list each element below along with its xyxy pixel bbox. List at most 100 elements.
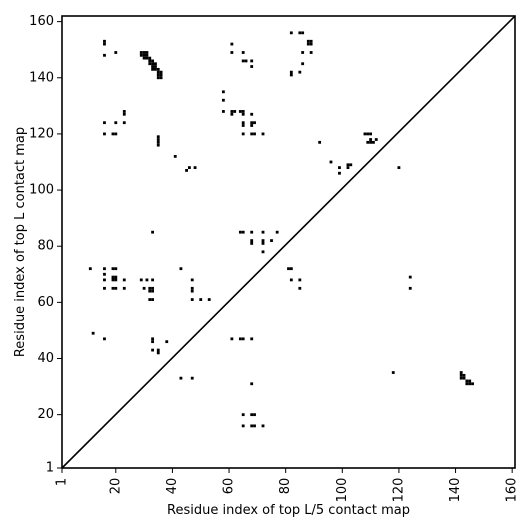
contact-cell [369,138,373,141]
contact-cell [103,39,106,43]
contact-cell [250,337,254,341]
x-tick-label: 120 [391,478,406,503]
contact-cell [103,272,106,276]
contact-cell [289,70,293,74]
contact-cell [142,53,146,57]
contact-cell [148,289,152,293]
contact-cell [190,278,194,282]
contact-cell [306,39,310,43]
x-tick-label: 100 [335,478,350,503]
contact-cell [111,278,115,282]
contact-cell [301,51,305,54]
y-tick-label: 40 [37,351,54,366]
contact-cell [114,275,118,279]
contact-cell [241,337,245,341]
contact-cell [298,286,302,290]
contact-cell [151,62,155,66]
contact-cell [459,371,463,374]
contact-cell [221,98,225,102]
contact-cell [173,154,177,158]
contact-cell [156,351,160,355]
contact-cell [244,59,248,63]
x-tick-label: 140 [448,478,463,503]
x-tick-label: 80 [278,478,293,495]
contact-cell [139,51,143,54]
contact-cell [346,163,350,167]
contact-cell [151,65,155,68]
contact-cells [88,31,474,428]
contact-cell [122,121,126,125]
contact-cell [468,382,472,386]
contact-cell [159,76,163,80]
contact-cell [122,278,126,282]
contact-cell [111,275,115,279]
y-tick-label: 20 [37,407,54,422]
contact-cell [148,56,152,60]
contact-cell [250,121,254,125]
contact-cell [250,112,254,116]
contact-cell [253,413,256,417]
contact-cell [156,67,160,71]
contact-cell [253,132,256,136]
contact-cell [142,286,146,290]
contact-cell [250,424,254,428]
contact-cell [250,65,254,68]
contact-cell [190,376,194,380]
contact-cell [289,73,293,77]
contact-cell [156,135,160,139]
contact-cell [151,337,155,341]
contact-cell [261,239,265,242]
contact-cell [462,376,466,380]
contact-cell [111,267,115,271]
contact-cell [145,51,149,54]
contact-cell [329,160,333,164]
contact-cell [156,143,160,147]
contact-cell [241,112,245,116]
contact-cell [221,110,225,113]
y-axis-label: Residue index of top L contact map [13,127,28,357]
contact-cell [465,379,469,383]
contact-cell [465,382,469,386]
contact-cell [309,39,313,43]
contact-cell [103,337,106,341]
contact-cell [241,124,245,127]
contact-cell [159,73,163,77]
y-tick-label: 1 [46,461,54,476]
contact-cell [88,267,92,271]
contact-cell [145,53,149,57]
contact-cell [103,286,106,290]
y-tick-label: 120 [29,126,54,141]
contact-cell [391,371,395,374]
contact-cell [151,67,155,71]
contact-cell [122,286,126,290]
contact-cell [151,230,155,234]
contact-cell [241,51,245,54]
contact-cell [159,70,163,74]
y-tick-label: 100 [29,183,54,198]
x-axis-ticks: 1 20 40 60 80 100 120 140 160 [55,468,520,502]
contact-cell [156,70,160,74]
contact-cell [193,166,197,170]
contact-cell [241,424,245,428]
contact-cell [309,51,313,54]
contact-cell [468,379,472,383]
y-tick-label: 140 [29,70,54,85]
contact-cell [230,337,234,341]
contact-cell [179,376,183,380]
contact-cell [301,31,305,35]
contact-cell [408,286,412,290]
contact-cell [122,110,126,113]
contact-cell [151,340,155,344]
contact-cell [369,132,373,136]
x-tick-label: 40 [165,478,180,495]
contact-cell [122,112,126,116]
contact-cell [298,31,302,35]
contact-cell [261,230,265,234]
contact-cell [151,278,155,282]
contact-cell [275,230,279,234]
contact-cell [156,140,160,144]
contact-cell [156,138,160,141]
contact-cell [241,132,245,136]
contact-cell [338,166,341,170]
